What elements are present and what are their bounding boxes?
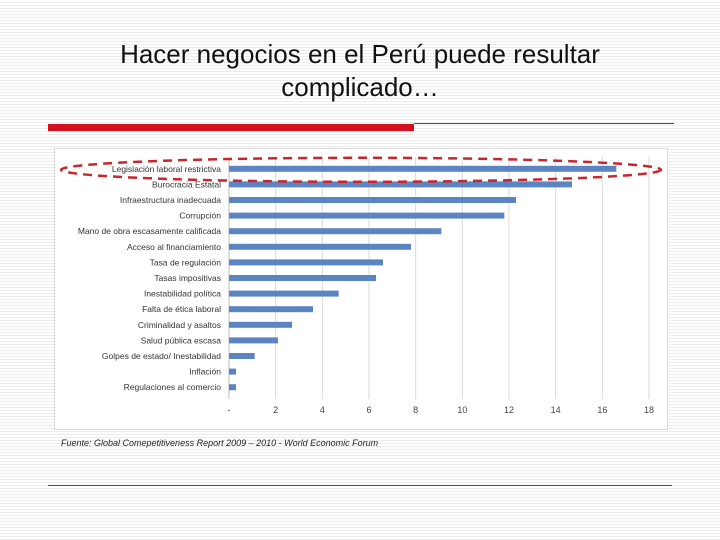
category-labels: Legislación laboral restrictiva Burocraci…: [78, 164, 221, 392]
x-tick-label: 18: [644, 405, 654, 415]
bar: [229, 384, 236, 391]
category-label: Regulaciones al comercio: [124, 382, 222, 392]
category-label: Golpes de estado/ Inestabilidad: [102, 351, 221, 361]
footer-rule: [48, 485, 672, 486]
bar-chart: Legislación laboral restrictiva Burocraci…: [59, 156, 663, 415]
bar: [229, 321, 292, 328]
bar: [229, 353, 255, 359]
category-label: Mano de obra escasamente calificada: [78, 226, 221, 236]
x-tick-label: 2: [273, 405, 278, 415]
chart-panel: Legislación laboral restrictiva Burocraci…: [54, 148, 668, 430]
highlight-ellipse: [59, 156, 663, 184]
bar: [229, 306, 313, 313]
category-label: Falta de ética laboral: [142, 304, 221, 314]
bar: [229, 228, 442, 235]
x-tick-label: 4: [320, 405, 325, 415]
x-tick-label: 8: [413, 405, 418, 415]
source-note: Fuente: Global Comepetitiveness Report 2…: [61, 438, 379, 448]
category-label: Salud pública escasa: [141, 335, 222, 345]
category-label: Infraestructura inadecuada: [120, 195, 221, 205]
bar: [229, 290, 339, 297]
category-label: Legislación laboral restrictiva: [112, 164, 221, 174]
bar: [229, 337, 278, 344]
title-underline-accent: [48, 124, 414, 131]
title-underline-thin: [414, 123, 674, 124]
bar: [229, 181, 572, 188]
slide-title: Hacer negocios en el Perú puede resultar…: [120, 39, 600, 102]
category-label: Corrupción: [179, 211, 221, 221]
bar: [229, 165, 617, 172]
bar: [229, 259, 383, 266]
category-label: Tasas impositivas: [154, 273, 221, 283]
category-label: Tasa de regulación: [150, 257, 222, 267]
bar: [229, 212, 505, 219]
category-label: Burocracia Estatal: [152, 179, 221, 189]
x-tick-label: 6: [366, 405, 371, 415]
bar: [229, 275, 376, 281]
x-tick-labels: - 2 4 6 8 10 12 14 16 18: [228, 405, 655, 415]
x-tick-label: 12: [504, 405, 514, 415]
bars: [229, 165, 617, 391]
x-tick-label: -: [228, 405, 231, 415]
category-label: Acceso al financiamiento: [127, 242, 221, 252]
category-label: Inestabilidad política: [144, 289, 221, 299]
category-label: Criminalidad y asaltos: [138, 320, 221, 330]
x-tick-label: 10: [457, 405, 467, 415]
bar: [229, 368, 236, 375]
highlight-annotation: [59, 156, 663, 184]
x-tick-label: 14: [551, 405, 561, 415]
bar: [229, 243, 411, 250]
x-tick-label: 16: [597, 405, 607, 415]
category-label: Inflación: [189, 367, 221, 377]
bar: [229, 197, 516, 203]
